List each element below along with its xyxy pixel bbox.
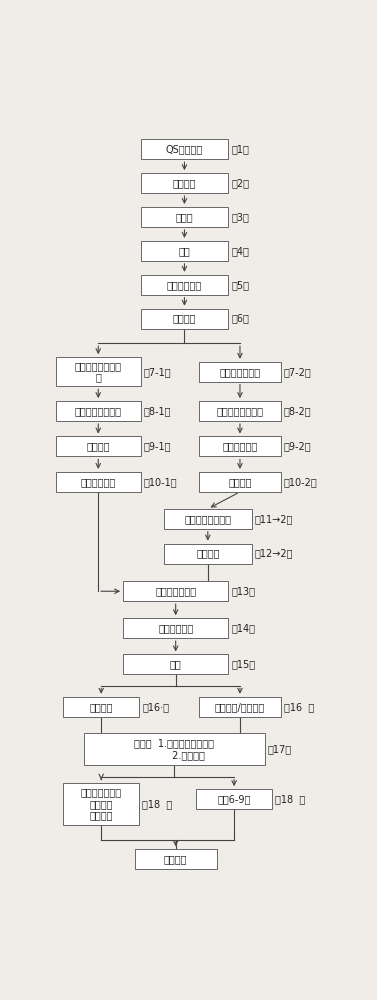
Text: 糖液准备: 糖液准备 <box>173 178 196 188</box>
Text: 每年6-9月: 每年6-9月 <box>218 794 251 804</box>
Text: （12→2）: （12→2） <box>254 549 293 559</box>
Text: 入袋（正中位置）: 入袋（正中位置） <box>184 514 231 524</box>
FancyBboxPatch shape <box>56 436 141 456</box>
Text: 储运: 储运 <box>170 659 182 669</box>
FancyBboxPatch shape <box>123 618 228 638</box>
Text: 大中城市中心区
零散农村
偏远山区: 大中城市中心区 零散农村 偏远山区 <box>81 787 122 820</box>
Text: （1）: （1） <box>231 144 249 154</box>
Text: （2）: （2） <box>231 178 249 188</box>
Text: （8-1）: （8-1） <box>144 406 171 416</box>
Text: 消费者  1.知晓采食保存方法
         2.实施购买: 消费者 1.知晓采食保存方法 2.实施购买 <box>134 738 214 760</box>
FancyBboxPatch shape <box>141 309 228 329</box>
Text: 冷硬封装: 冷硬封装 <box>196 549 219 559</box>
Text: （7-2）: （7-2） <box>284 367 311 377</box>
Text: （6）: （6） <box>231 314 249 324</box>
FancyBboxPatch shape <box>56 357 141 386</box>
Text: （14）: （14） <box>231 623 255 633</box>
FancyBboxPatch shape <box>56 401 141 421</box>
Text: （15）: （15） <box>231 659 255 669</box>
Text: （18  ）: （18 ） <box>275 794 305 804</box>
Text: （10-2）: （10-2） <box>284 477 317 487</box>
FancyBboxPatch shape <box>199 697 281 717</box>
FancyBboxPatch shape <box>63 783 139 825</box>
Text: 控温小额定量称重: 控温小额定量称重 <box>75 406 122 416</box>
FancyBboxPatch shape <box>164 509 252 529</box>
Text: （17）: （17） <box>268 744 292 754</box>
FancyBboxPatch shape <box>135 849 216 869</box>
FancyBboxPatch shape <box>123 654 228 674</box>
FancyBboxPatch shape <box>141 173 228 193</box>
Text: 煎糖液: 煎糖液 <box>176 212 193 222</box>
Text: 超市商场: 超市商场 <box>89 702 113 712</box>
FancyBboxPatch shape <box>164 544 252 564</box>
Text: （9-1）: （9-1） <box>144 441 171 451</box>
FancyBboxPatch shape <box>63 697 139 717</box>
FancyBboxPatch shape <box>141 275 228 295</box>
Text: 单件产品外包装: 单件产品外包装 <box>155 586 196 596</box>
Text: （16  ）: （16 ） <box>284 702 314 712</box>
FancyBboxPatch shape <box>141 207 228 227</box>
Text: （7-1）: （7-1） <box>144 367 171 377</box>
FancyBboxPatch shape <box>123 581 228 601</box>
Text: （3）: （3） <box>231 212 249 222</box>
Text: （11→2）: （11→2） <box>254 514 293 524</box>
Text: 糖块脱模: 糖块脱模 <box>228 477 252 487</box>
FancyBboxPatch shape <box>56 472 141 492</box>
Text: 入模冷却定形: 入模冷却定形 <box>222 441 257 451</box>
FancyBboxPatch shape <box>141 241 228 261</box>
Text: 控温冷却: 控温冷却 <box>173 314 196 324</box>
Text: （5）: （5） <box>231 280 249 290</box>
Text: （4）: （4） <box>231 246 249 256</box>
Text: 批发市场/零售小店: 批发市场/零售小店 <box>215 702 265 712</box>
Text: QS生产现场: QS生产现场 <box>166 144 203 154</box>
Text: （8-2）: （8-2） <box>284 406 311 416</box>
Text: 冷却: 冷却 <box>179 246 190 256</box>
FancyBboxPatch shape <box>196 789 272 809</box>
Text: 控温小额定量称重: 控温小额定量称重 <box>216 406 264 416</box>
FancyBboxPatch shape <box>199 436 281 456</box>
Text: 控温灌注: 控温灌注 <box>86 441 110 451</box>
Text: （10-1）: （10-1） <box>144 477 177 487</box>
Text: 储运大箱包装: 储运大箱包装 <box>158 623 193 633</box>
Text: （13）: （13） <box>231 586 255 596</box>
FancyBboxPatch shape <box>199 472 281 492</box>
FancyBboxPatch shape <box>84 733 265 765</box>
Text: 定形模喷隔离剂: 定形模喷隔离剂 <box>219 367 261 377</box>
Text: 控温软热封装: 控温软热封装 <box>81 477 116 487</box>
Text: （18  ）: （18 ） <box>142 799 172 809</box>
Text: 照常有售: 照常有售 <box>164 854 187 864</box>
FancyBboxPatch shape <box>199 401 281 421</box>
Text: 控形袋或盒喷隔离
剂: 控形袋或盒喷隔离 剂 <box>75 361 122 383</box>
Text: 机械拉白造孔: 机械拉白造孔 <box>167 280 202 290</box>
FancyBboxPatch shape <box>199 362 281 382</box>
Text: （9-2）: （9-2） <box>284 441 311 451</box>
FancyBboxPatch shape <box>141 139 228 159</box>
Text: （16·）: （16·） <box>142 702 169 712</box>
